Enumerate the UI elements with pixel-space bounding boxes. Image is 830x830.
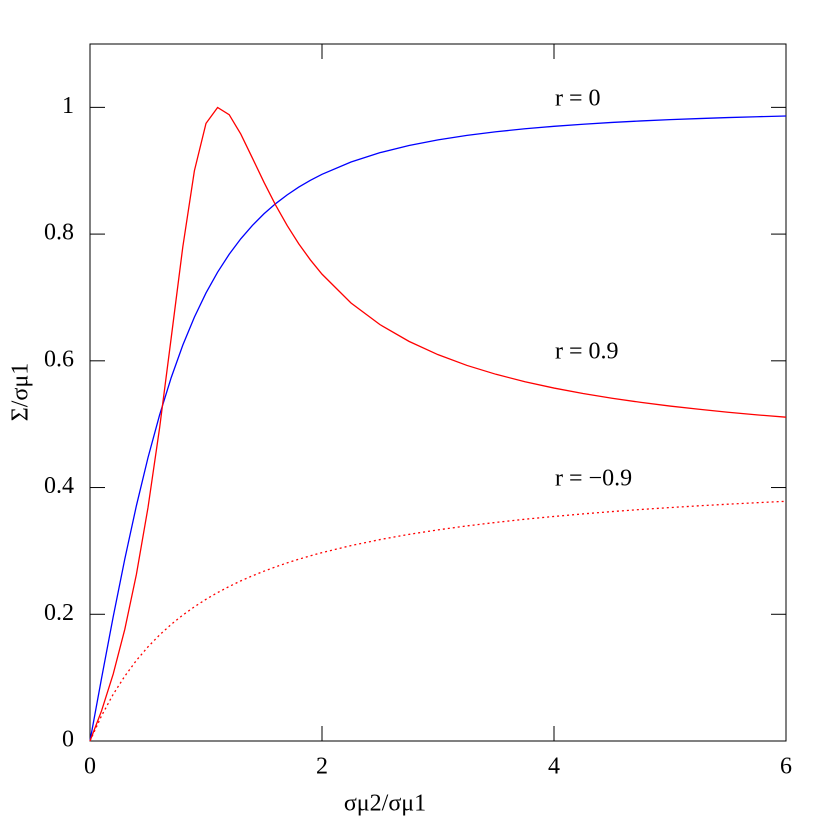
series-line (89, 500, 787, 742)
x-axis-label: σμ2/σμ1 (344, 791, 426, 817)
x-tick-label: 6 (780, 754, 792, 780)
y-tick-label: 1 (62, 93, 74, 119)
y-tick-label: 0.4 (44, 473, 74, 499)
plot-frame (89, 43, 787, 742)
series-line (89, 115, 787, 742)
y-axis-label: Σ/σμ1 (8, 363, 34, 421)
y-tick-label: 0 (62, 727, 74, 753)
y-tick-label: 0.8 (44, 220, 74, 246)
y-tick-label: 0.6 (44, 346, 74, 372)
x-tick-label: 2 (316, 754, 328, 780)
x-tick-label: 0 (84, 754, 96, 780)
series-label: r = 0.9 (555, 339, 619, 365)
y-tick-label: 0.2 (44, 600, 74, 626)
x-tick-label: 4 (548, 754, 560, 780)
series-line (89, 106, 787, 742)
series-label: r = 0 (555, 86, 601, 112)
series-label: r = −0.9 (555, 466, 632, 492)
